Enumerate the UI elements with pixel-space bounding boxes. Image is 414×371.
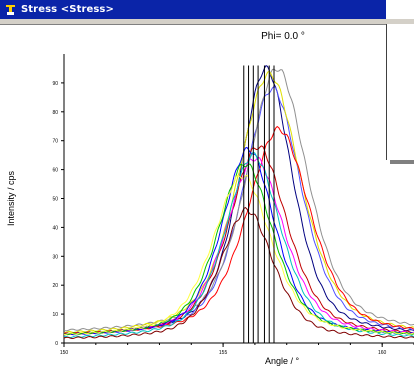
overlapping-window-shadow [390,160,414,164]
intensity-curve [63,64,414,335]
stress-app-icon[interactable] [4,3,17,16]
y-tick-label: 90 [52,81,58,87]
y-tick-label: 20 [52,283,58,289]
y-tick-label: 40 [52,225,58,231]
y-tick-label: 10 [52,312,58,318]
y-tick-label: 70 [52,139,58,145]
intensity-curve [63,151,414,339]
y-tick-label: 80 [52,110,58,116]
overlapping-window[interactable] [386,24,414,160]
intensity-curve [63,206,414,340]
y-tick-label: 50 [52,197,58,203]
x-tick-label: 150 [60,350,69,356]
intensity-curve [63,163,414,336]
intensity-curve [63,85,414,335]
intensity-curve [63,68,414,332]
x-tick-label: 155 [219,350,228,356]
x-axis-label: Angle / ° [265,356,300,366]
y-tick-label: 60 [52,168,58,174]
y-tick-label: 0 [55,341,58,347]
y-tick-label: 30 [52,254,58,260]
intensity-curve [63,70,414,334]
window-title: Stress <Stress> [21,4,114,15]
intensity-curve [63,125,414,335]
y-axis-label: Intensity / cps [6,170,16,226]
title-bar[interactable]: Stress <Stress> [0,0,414,19]
x-tick-label: 160 [378,350,387,356]
toolbar-strip [0,19,414,25]
chart-title: Phi= 0.0 ° [261,31,305,42]
intensity-curve [63,174,414,336]
adjacent-window-edge [386,0,414,19]
diffraction-plot: Phi= 0.0 ° 0 10 20 30 40 50 60 70 80 90 150 155 160 An… [6,31,414,366]
